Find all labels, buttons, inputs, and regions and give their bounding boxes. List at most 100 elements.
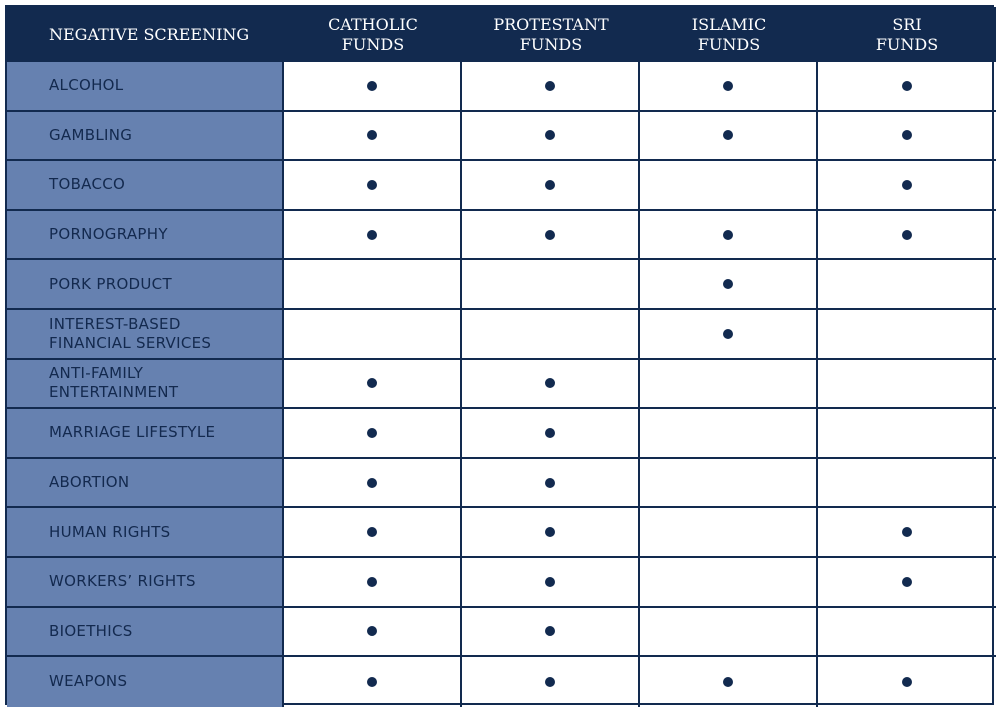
cell-sri: [818, 211, 996, 261]
cell-sri: [818, 360, 996, 410]
bullet-icon: [723, 130, 733, 141]
bullet-icon: [367, 130, 377, 141]
bullet-icon: [902, 80, 912, 91]
cell-islamic: [640, 62, 818, 112]
row-label: ABORTION: [7, 458, 284, 509]
row-label: ALCOHOL: [7, 62, 284, 112]
cell-sri: [818, 409, 996, 459]
cell-sri: [818, 508, 996, 558]
cell-protestant: [462, 359, 640, 410]
cell-islamic: [640, 210, 818, 261]
bullet-icon: [545, 427, 555, 438]
cell-catholic: [284, 557, 462, 608]
bullet-icon: [367, 229, 377, 240]
cell-islamic: [640, 309, 818, 360]
cell-catholic: [284, 409, 462, 459]
bullet-icon: [902, 229, 912, 240]
bullet-icon: [902, 676, 912, 687]
header-sri-funds: SRI FUNDS: [818, 7, 996, 62]
cell-protestant: [462, 111, 640, 162]
cell-sri: [818, 161, 996, 211]
cell-protestant: [462, 409, 640, 459]
cell-islamic: [640, 508, 818, 558]
bullet-icon: [545, 378, 555, 389]
bullet-icon: [723, 229, 733, 240]
bullet-icon: [367, 626, 377, 637]
cell-protestant: [462, 607, 640, 658]
cell-islamic: [640, 359, 818, 410]
bullet-icon: [367, 427, 377, 438]
negative-screening-table: NEGATIVE SCREENING CATHOLIC FUNDS PROTES…: [5, 5, 996, 707]
cell-sri: [818, 459, 996, 509]
bullet-icon: [367, 477, 377, 488]
bullet-icon: [367, 676, 377, 687]
bullet-icon: [367, 576, 377, 587]
bullet-icon: [723, 676, 733, 687]
bullet-icon: [723, 80, 733, 91]
cell-catholic: [284, 62, 462, 112]
cell-protestant: [462, 458, 640, 509]
cell-sri: [818, 558, 996, 608]
cell-sri: [818, 260, 996, 310]
bullet-icon: [545, 527, 555, 538]
cell-islamic: [640, 260, 818, 310]
header-catholic-funds: CATHOLIC FUNDS: [284, 7, 462, 62]
row-label: BIOETHICS: [7, 607, 284, 658]
bullet-icon: [367, 80, 377, 91]
cell-protestant: [462, 210, 640, 261]
cell-protestant: [462, 161, 640, 211]
cell-sri: [818, 608, 996, 658]
row-label: INTEREST-BASED FINANCIAL SERVICES: [7, 309, 284, 360]
cell-catholic: [284, 161, 462, 211]
bullet-icon: [367, 179, 377, 190]
cell-protestant: [462, 508, 640, 558]
bullet-icon: [902, 527, 912, 538]
cell-catholic: [284, 111, 462, 162]
cell-islamic: [640, 458, 818, 509]
cell-catholic: [284, 309, 462, 360]
cell-catholic: [284, 607, 462, 658]
cell-islamic: [640, 607, 818, 658]
cell-islamic: [640, 161, 818, 211]
cell-sri: [818, 657, 996, 707]
cell-catholic: [284, 508, 462, 558]
row-label: TOBACCO: [7, 161, 284, 211]
bullet-icon: [545, 676, 555, 687]
row-label: PORNOGRAPHY: [7, 210, 284, 261]
bullet-icon: [545, 626, 555, 637]
cell-islamic: [640, 657, 818, 707]
cell-catholic: [284, 260, 462, 310]
row-label: MARRIAGE LIFESTYLE: [7, 409, 284, 459]
cell-protestant: [462, 657, 640, 707]
bullet-icon: [545, 179, 555, 190]
row-label: PORK PRODUCT: [7, 260, 284, 310]
cell-catholic: [284, 458, 462, 509]
header-protestant-funds: PROTESTANT FUNDS: [462, 7, 640, 62]
cell-protestant: [462, 260, 640, 310]
header-negative-screening: NEGATIVE SCREENING: [7, 7, 284, 62]
bullet-icon: [545, 229, 555, 240]
row-label: WORKERS’ RIGHTS: [7, 557, 284, 608]
cell-protestant: [462, 557, 640, 608]
cell-protestant: [462, 62, 640, 112]
cell-islamic: [640, 111, 818, 162]
row-label: HUMAN RIGHTS: [7, 508, 284, 558]
bullet-icon: [545, 477, 555, 488]
row-label: GAMBLING: [7, 111, 284, 162]
bullet-icon: [545, 80, 555, 91]
cell-sri: [818, 112, 996, 162]
bullet-icon: [545, 130, 555, 141]
header-islamic-funds: ISLAMIC FUNDS: [640, 7, 818, 62]
bullet-icon: [367, 378, 377, 389]
bullet-icon: [367, 527, 377, 538]
cell-sri: [818, 62, 996, 112]
cell-islamic: [640, 409, 818, 459]
cell-islamic: [640, 557, 818, 608]
bullet-icon: [902, 130, 912, 141]
bullet-icon: [545, 576, 555, 587]
bullet-icon: [723, 279, 733, 290]
cell-protestant: [462, 309, 640, 360]
cell-sri: [818, 310, 996, 360]
bullet-icon: [902, 576, 912, 587]
cell-catholic: [284, 359, 462, 410]
